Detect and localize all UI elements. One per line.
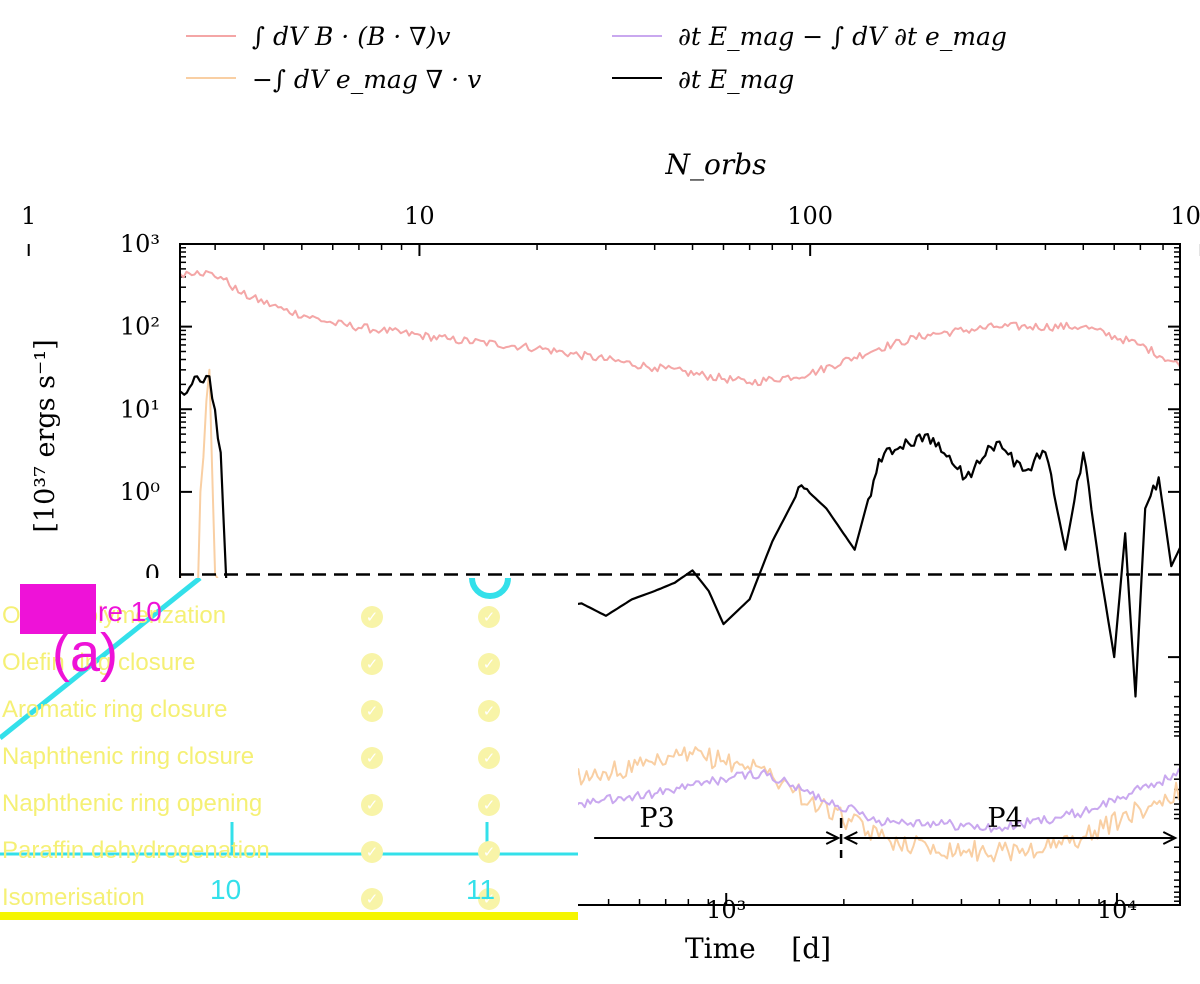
overlay-row-label: Isomerisation (2, 884, 145, 911)
check-circle-icon: ✓ (361, 888, 383, 910)
bottom-tick-label: 10⁴ (1097, 896, 1137, 924)
check-circle-icon: ✓ (478, 653, 500, 675)
plot-frame (179, 243, 1181, 906)
check-circle-icon: ✓ (361, 653, 383, 675)
y-tick-label: 10⁰ (120, 478, 160, 506)
panel-label: (a) (52, 623, 118, 683)
overlay-row-label: Olefin ring closure (2, 649, 196, 676)
check-circle-icon: ✓ (478, 700, 500, 722)
figure-label: re 10 (98, 596, 162, 627)
phase-arrow-head-right (1162, 831, 1178, 845)
figure-badge (20, 584, 96, 634)
phase-label-p3: P3 (639, 803, 674, 834)
overlay-row-label: Aromatic ring closure (2, 696, 228, 723)
legend-label-dtemag: ∂t E_mag (678, 65, 794, 94)
y-tick-label: 10² (120, 313, 160, 341)
overlay-row-label: Naphthenic ring opening (2, 790, 263, 817)
top-axis-title: N_orbs (664, 148, 766, 181)
check-circle-icon: ✓ (361, 794, 383, 816)
check-circle-icon: ✓ (478, 606, 500, 628)
overlay-row-label: Paraffin dehydrogenation (2, 837, 270, 864)
column-tick-label-10: 10 (210, 874, 242, 905)
bottom-tick-label: 10³ (706, 896, 746, 924)
legend-label-residual: ∂t E_mag − ∫ dV ∂t e_mag (678, 22, 1007, 51)
top-axis-ticks: 0.11101001000 (21, 202, 1200, 256)
series-line-stretching (180, 270, 1180, 387)
top-tick-label: 10 (404, 202, 435, 230)
overlay-bottom-bar (0, 912, 578, 920)
column-tick-label-11: 11 (466, 874, 496, 905)
check-circle-icon: ✓ (361, 841, 383, 863)
legend: ∫ dV B · (B · ∇)v −∫ dV e_mag ∇ · v ∂t E… (186, 22, 1007, 94)
check-circle-icon: ✓ (478, 794, 500, 816)
y-axis-title: [10³⁷ ergs s⁻¹] (30, 339, 61, 532)
y-tick-label: 10³ (120, 230, 160, 258)
x-axis-title: Time [d] (685, 932, 831, 965)
legend-label-stretching: ∫ dV B · (B · ∇)v (252, 22, 451, 51)
check-circle-icon: ✓ (361, 606, 383, 628)
phase-label-p4: P4 (987, 803, 1022, 834)
y-tick-label: 10¹ (120, 395, 160, 423)
top-tick-label: 1 (21, 202, 36, 230)
phase-arrow-head-left (843, 831, 858, 845)
overlay-arc (469, 578, 511, 599)
check-circle-icon: ✓ (478, 841, 500, 863)
overlay-diagonal-line (0, 578, 202, 740)
overlay-panel: Olefin polymerization ✓ ✓ Olefin ring closu… (0, 578, 578, 920)
phase-arrows (594, 831, 1178, 845)
check-circle-icon: ✓ (478, 888, 500, 910)
overlay-row-label: Naphthenic ring closure (2, 743, 255, 770)
legend-label-compression: −∫ dV e_mag ∇ · v (252, 65, 481, 94)
check-circle-icon: ✓ (361, 700, 383, 722)
check-circle-icon: ✓ (361, 747, 383, 769)
top-tick-label: 100 (787, 202, 833, 230)
check-circle-icon: ✓ (478, 747, 500, 769)
phase-arrow-head-right (825, 831, 841, 845)
